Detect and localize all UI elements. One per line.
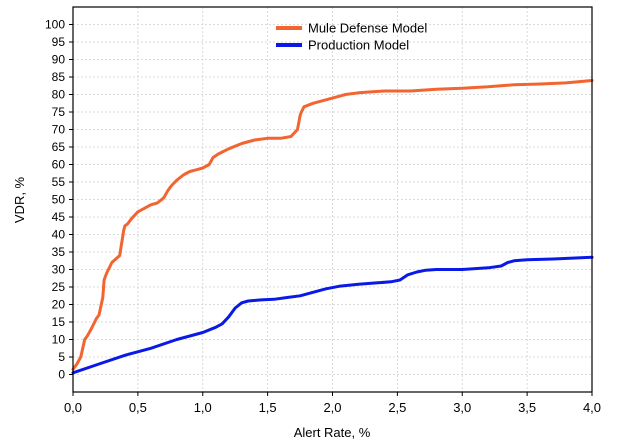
grid	[72, 7, 593, 392]
y-tick-label: 30	[52, 263, 66, 277]
series-line-mule-defense-model	[71, 79, 594, 371]
y-tick-label: 45	[52, 210, 66, 224]
y-tick-label: 85	[52, 70, 66, 84]
y-tick-label: 0	[58, 368, 65, 382]
legend-label: Mule Defense Model	[308, 21, 427, 36]
series-lines	[71, 79, 594, 375]
x-tick-label: 0,5	[129, 400, 147, 415]
x-tick-label: 1,0	[194, 400, 212, 415]
y-tick-label: 40	[52, 228, 66, 242]
x-tick-label: 2,5	[388, 400, 406, 415]
y-tick-label: 90	[52, 53, 66, 67]
x-tick-label: 3,0	[453, 400, 471, 415]
x-tick-label: 4,0	[583, 400, 601, 415]
y-tick-label: 75	[52, 105, 66, 119]
y-tick-label: 15	[52, 315, 66, 329]
x-tick-label: 0,0	[64, 400, 82, 415]
y-tick-label: 55	[52, 175, 66, 189]
legend: Mule Defense Model Production Model	[276, 21, 427, 53]
y-tick-label: 65	[52, 140, 66, 154]
y-axis-ticks: 0 5 10 15 20 25 30 35 40 45 50 55 60 65 70 75 80 85 90 95 10…	[45, 18, 73, 382]
y-tick-label: 80	[52, 88, 66, 102]
plot-frame	[72, 6, 593, 393]
y-tick-label: 60	[52, 158, 66, 172]
y-axis-label: VDR, %	[12, 176, 27, 223]
legend-label: Production Model	[308, 38, 409, 53]
y-tick-label: 5	[58, 350, 65, 364]
y-tick-label: 35	[52, 245, 66, 259]
y-tick-label: 20	[52, 298, 66, 312]
series-line-production-model	[71, 255, 594, 375]
x-axis-label: Alert Rate, %	[294, 425, 371, 440]
y-tick-label: 95	[52, 35, 66, 49]
x-tick-label: 2,0	[323, 400, 341, 415]
y-tick-label: 100	[45, 18, 65, 32]
x-tick-label: 3,5	[518, 400, 536, 415]
x-tick-label: 1,5	[259, 400, 277, 415]
y-tick-label: 50	[52, 193, 66, 207]
x-axis-ticks: 0,0 0,5 1,0 1,5 2,0 2,5 3,0 3,5 4,0	[64, 392, 601, 415]
y-tick-label: 10	[52, 333, 66, 347]
y-tick-label: 25	[52, 280, 66, 294]
y-tick-label: 70	[52, 123, 66, 137]
